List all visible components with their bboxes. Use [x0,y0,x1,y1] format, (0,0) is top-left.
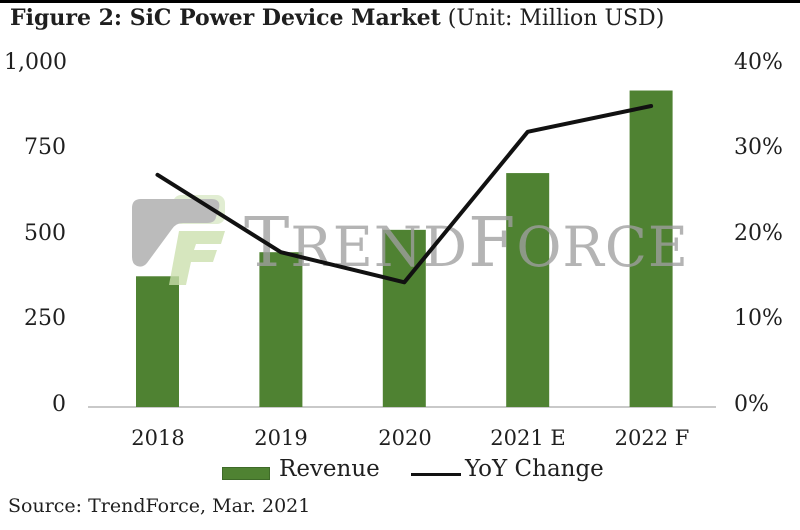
top-border-rule [0,0,800,3]
legend-yoy-line-swatch [411,473,461,476]
chart-title: Figure 2: SiC Power Device Market (Unit:… [10,5,664,31]
right-axis-tick-20: 20% [734,221,783,246]
legend-revenue-label: Revenue [279,456,380,482]
left-axis-tick-250: 250 [24,306,66,331]
revenue-bar-2019 [259,252,303,407]
left-axis-tick-0: 0 [52,392,66,417]
revenue-bar-2020 [382,229,426,407]
source-note: Source: TrendForce, Mar. 2021 [8,495,311,517]
yoy-change-line [155,104,654,285]
right-axis-tick-30: 30% [734,135,783,160]
legend-revenue-swatch [222,467,270,480]
right-axis-tick-10: 10% [734,306,783,331]
chart-title-main: Figure 2: SiC Power Device Market [10,5,441,31]
revenue-bar-2018 [136,276,179,407]
x-label-2019: 2019 [254,426,308,450]
revenue-bar-2022f [629,90,673,408]
x-label-2020: 2020 [378,426,432,450]
x-label-2021e: 2021 E [490,426,566,450]
legend-yoy-label: YoY Change [465,456,604,482]
left-axis-tick-500: 500 [24,221,66,246]
right-axis-tick-0: 0% [734,392,769,417]
right-axis-tick-40: 40% [734,50,783,75]
revenue-bar-2021e [506,173,550,407]
x-label-2022f: 2022 F [614,426,690,450]
x-label-2018: 2018 [131,426,185,450]
chart-title-unit: (Unit: Million USD) [440,6,665,31]
left-axis-tick-750: 750 [24,135,66,160]
left-axis-tick-1000: 1,000 [4,50,67,75]
